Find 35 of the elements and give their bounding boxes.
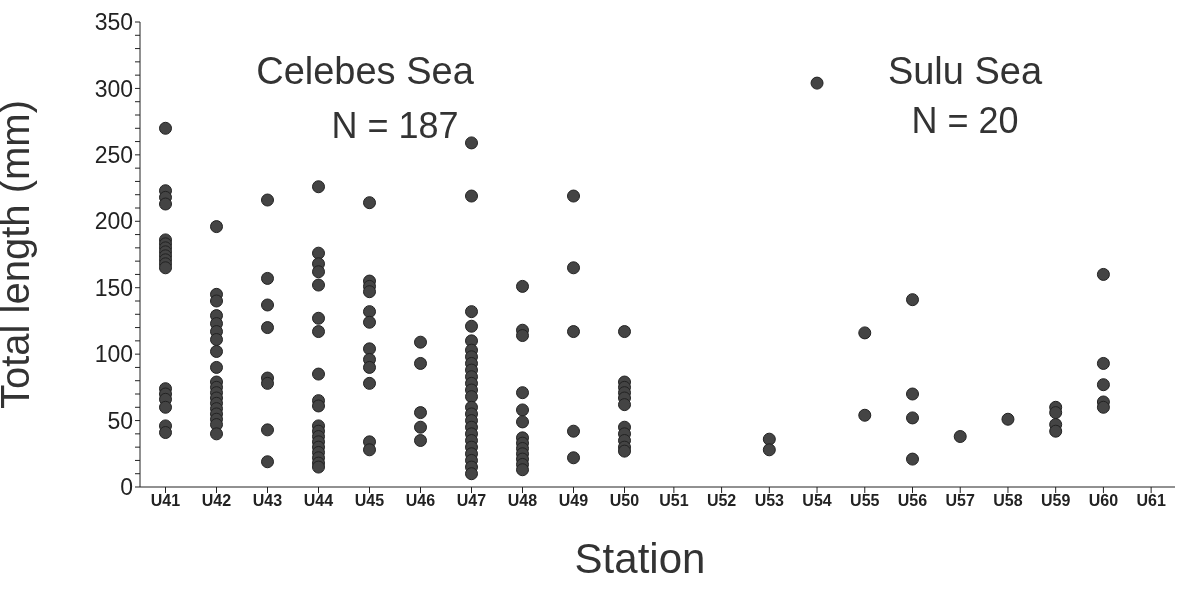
- x-tick-label: U49: [558, 492, 589, 510]
- x-tick-label: U61: [1136, 492, 1166, 510]
- x-tick-label: U52: [706, 492, 737, 510]
- x-tick-label: U44: [303, 492, 334, 510]
- x-tick-label: U42: [201, 492, 232, 510]
- annotation: Celebes Sea: [255, 50, 475, 93]
- y-tick-label: 100: [94, 341, 133, 368]
- x-tick-label: U57: [945, 492, 975, 510]
- x-tick-label: U50: [609, 492, 640, 510]
- x-tick-label: U55: [850, 492, 880, 510]
- y-tick-label: 300: [94, 75, 133, 102]
- y-tick-label: 50: [107, 407, 133, 434]
- y-tick-label: 250: [94, 142, 133, 169]
- annotation: N = 20: [910, 100, 1020, 142]
- x-tick-label: U59: [1041, 492, 1071, 510]
- annotation: Sulu Sea: [886, 50, 1044, 93]
- y-tick-label: 0: [120, 474, 133, 501]
- x-tick-label: U48: [507, 492, 538, 510]
- x-tick-label: U46: [405, 492, 436, 510]
- y-axis-title: Total length (mm): [0, 100, 38, 409]
- x-tick-label: U53: [754, 492, 785, 510]
- x-tick-label: U51: [659, 492, 689, 510]
- x-tick-label: U54: [802, 492, 832, 510]
- x-tick-label: U43: [252, 492, 283, 510]
- x-tick-label: U58: [993, 492, 1023, 510]
- annotation: N = 187: [330, 105, 460, 147]
- x-tick-label: U56: [897, 492, 928, 510]
- x-tick-label: U60: [1088, 492, 1119, 510]
- x-tick-label: U45: [354, 492, 385, 510]
- y-tick-label: 200: [94, 208, 133, 235]
- y-tick-label: 350: [94, 9, 133, 36]
- x-axis-title: Station: [573, 535, 707, 583]
- x-tick-label: U41: [150, 492, 181, 510]
- x-tick-label: U47: [456, 492, 487, 510]
- y-tick-label: 150: [94, 274, 133, 301]
